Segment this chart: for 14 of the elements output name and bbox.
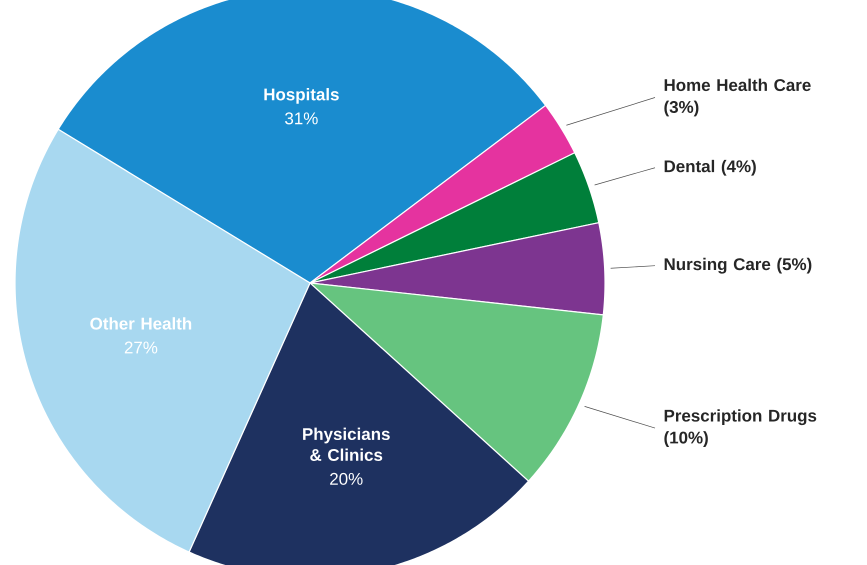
data-label: 27% <box>124 342 158 354</box>
data-label: 31% <box>285 112 318 124</box>
slice-label: Other Health <box>90 317 192 330</box>
slice-label: Physicians & Clinics <box>303 428 390 461</box>
data-label: (10%) <box>664 431 708 447</box>
data-label: (3%) <box>664 100 698 116</box>
slice-label: Nursing Care <box>664 258 770 274</box>
slice-label: Prescription Drugs <box>664 409 816 426</box>
slice-label: Home Health Care <box>664 78 811 92</box>
slice-label: Hospitals <box>264 88 339 104</box>
data-label: 20% <box>330 472 363 485</box>
slice-label: Dental <box>664 160 714 172</box>
data-label: (4%) <box>722 160 756 176</box>
data-label: (5%) <box>777 258 812 274</box>
